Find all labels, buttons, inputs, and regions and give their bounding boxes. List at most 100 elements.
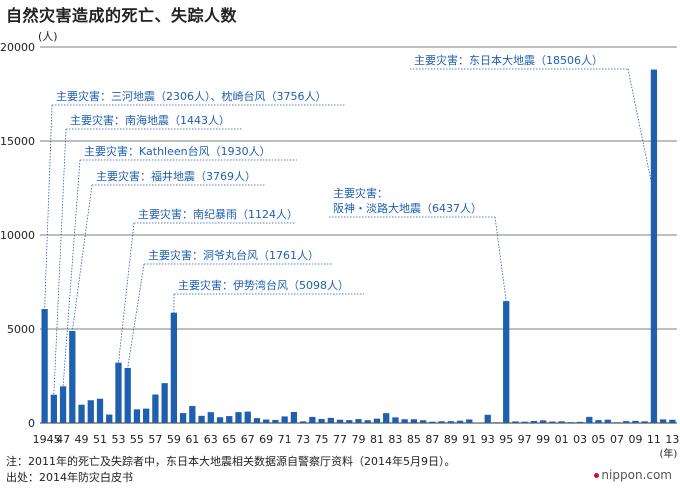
x-tick-label: 79 <box>352 433 366 446</box>
annotation-label: 主要灾害：洞爷丸台风（1761人） <box>148 248 319 262</box>
x-tick-label: 95 <box>499 433 513 446</box>
x-tick-label: 85 <box>407 433 421 446</box>
bar <box>115 362 122 423</box>
bar <box>59 386 67 423</box>
bar <box>419 420 427 423</box>
footnote: 注：2011年的死亡及失踪者中，东日本大地震相关数据源自警察厅资料（2014年5… <box>6 455 456 468</box>
bar <box>586 416 593 423</box>
annotation-label: 主要灾害：南纪暴雨（1124人） <box>138 207 298 221</box>
x-tick-label: 71 <box>278 433 292 446</box>
bar <box>327 417 334 423</box>
bar <box>466 419 473 423</box>
bar <box>669 419 676 423</box>
bar <box>198 415 205 423</box>
annotation-leader <box>62 159 81 387</box>
bar <box>179 413 187 423</box>
x-tick-label: 07 <box>610 433 624 446</box>
bar <box>604 419 611 423</box>
bar <box>299 421 307 423</box>
x-axis-label: (年) <box>659 447 677 460</box>
annotation-label: 主要灾害：三河地震（2306人）、枕崎台风（3756人） <box>56 89 327 103</box>
annotation-label: 主要灾害：福井地震（3769人） <box>96 169 256 183</box>
x-tick-label: 93 <box>481 433 495 446</box>
annotation-leader <box>118 222 135 363</box>
bar <box>226 416 233 423</box>
x-tick-label: 67 <box>241 433 255 446</box>
brand-logo: nippon.com <box>594 468 672 482</box>
y-axis-label: (人) <box>38 30 58 43</box>
annotation-leader <box>127 263 145 369</box>
annotation-label: 阪神・淡路大地震（6437人） <box>333 201 482 215</box>
bar <box>641 421 648 423</box>
annotation-leader <box>71 184 93 331</box>
x-tick-label: 69 <box>259 433 273 446</box>
bar <box>207 412 214 423</box>
x-tick-label: 61 <box>185 433 199 446</box>
x-tick-label: 47 <box>56 433 70 446</box>
bar <box>263 419 270 423</box>
annotation-leader <box>494 216 507 302</box>
bar <box>133 409 141 423</box>
bar <box>549 421 556 423</box>
brand-text: nippon.com <box>601 468 672 482</box>
x-tick-label: 55 <box>130 433 144 446</box>
x-tick-label: 13 <box>665 433 679 446</box>
x-tick-label: 11 <box>647 433 661 446</box>
bar <box>410 419 418 423</box>
x-tick-label: 03 <box>573 433 587 446</box>
bar <box>355 419 362 423</box>
bar <box>161 383 168 423</box>
bar <box>290 411 298 423</box>
bar <box>318 418 325 423</box>
annotation-label: 主要灾害：伊势湾台风（5098人） <box>178 278 349 292</box>
bar <box>567 422 574 423</box>
x-tick-label: 81 <box>370 433 384 446</box>
bar <box>216 417 224 423</box>
brand-dot-icon <box>594 473 600 478</box>
annotation-label: 主要灾害：Kathleen台风（1930人） <box>84 144 271 158</box>
bar <box>309 416 316 423</box>
y-tick-label: 20000 <box>0 41 35 54</box>
bar <box>539 420 547 423</box>
y-tick-label: 0 <box>28 417 35 430</box>
x-tick-label: 09 <box>628 433 642 446</box>
bar <box>152 394 159 423</box>
bar <box>401 419 408 423</box>
bar <box>392 417 399 423</box>
x-tick-label: 99 <box>536 433 550 446</box>
x-tick-label: 63 <box>204 433 218 446</box>
x-tick-label: 51 <box>93 433 107 446</box>
bar <box>50 394 57 423</box>
annotation-label: 主要灾害： <box>333 186 388 200</box>
bar <box>456 420 464 423</box>
x-tick-label: 87 <box>425 433 439 446</box>
bar <box>429 421 436 423</box>
bar <box>96 398 104 423</box>
bar <box>493 422 501 423</box>
bar <box>576 421 584 423</box>
bar <box>650 69 658 423</box>
bar <box>124 367 131 423</box>
bar <box>336 419 344 423</box>
y-tick-label: 5000 <box>7 323 35 336</box>
bar <box>143 408 150 423</box>
bar <box>438 421 445 423</box>
x-tick-label: 01 <box>555 433 569 446</box>
bar <box>613 422 621 423</box>
bar <box>623 421 630 423</box>
bar <box>364 420 371 423</box>
x-tick-label: 1945 <box>33 433 61 446</box>
x-tick-label: 53 <box>111 433 125 446</box>
bar <box>512 421 519 423</box>
x-tick-label: 49 <box>75 433 89 446</box>
chart-title: 自然灾害造成的死亡、失踪人数 <box>6 6 238 25</box>
x-tick-label: 73 <box>296 433 310 446</box>
bar <box>244 411 251 423</box>
annotation-leader <box>627 68 655 196</box>
y-tick-label: 15000 <box>0 135 35 148</box>
x-tick-label: 97 <box>518 433 532 446</box>
x-tick-label: 65 <box>222 433 236 446</box>
bar <box>87 400 94 423</box>
x-tick-label: 59 <box>167 433 181 446</box>
bar <box>69 330 76 423</box>
